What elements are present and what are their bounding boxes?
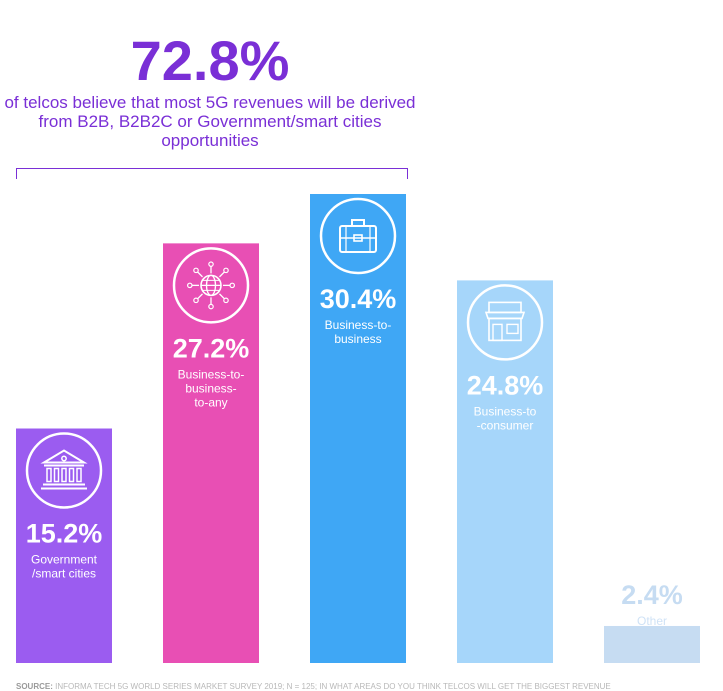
value-label-5: 2.4% (621, 580, 683, 610)
headline-value: 72.8% (130, 29, 290, 92)
value-label-4: 24.8% (467, 370, 544, 400)
bar-1 (16, 428, 112, 663)
category-label-3-line-2: business (334, 332, 381, 346)
shop-icon (484, 301, 526, 342)
category-label-5-line-1: Other (637, 614, 667, 628)
category-label-1-line-2: /smart cities (32, 567, 96, 581)
bar-2 (163, 243, 259, 664)
bar-3 (310, 194, 406, 663)
bar-5 (604, 625, 700, 663)
category-label-2-line-3: to-any (194, 395, 227, 409)
category-label-1-line-1: Government (31, 553, 98, 567)
briefcase-icon (339, 219, 377, 253)
category-label-3-line-1: Business-to- (325, 318, 392, 332)
icon-circle-4 (466, 284, 544, 361)
value-label-1: 15.2% (26, 519, 103, 549)
source-note: SOURCE: INFORMA TECH 5G WORLD SERIES MAR… (16, 682, 611, 691)
bar-4 (457, 280, 553, 663)
icon-circle-2 (172, 247, 250, 324)
icon-circle-1 (25, 432, 103, 509)
category-label-4-line-2: -consumer (477, 418, 534, 432)
value-label-2: 27.2% (173, 333, 250, 363)
bracket-divider (16, 168, 408, 179)
headline-text: of telcos believe that most 5G revenues … (4, 93, 416, 150)
category-label-2-line-2: business- (185, 381, 236, 395)
source-text: INFORMA TECH 5G WORLD SERIES MARKET SURV… (55, 682, 611, 691)
category-label-2-line-1: Business-to- (178, 367, 245, 381)
category-label-4-line-1: Business-to (474, 404, 537, 418)
icon-circle-3 (319, 197, 397, 275)
source-label: SOURCE: (16, 682, 53, 691)
value-label-3: 30.4% (320, 284, 397, 314)
globe-network-icon (186, 261, 236, 310)
government-building-icon (40, 449, 88, 490)
